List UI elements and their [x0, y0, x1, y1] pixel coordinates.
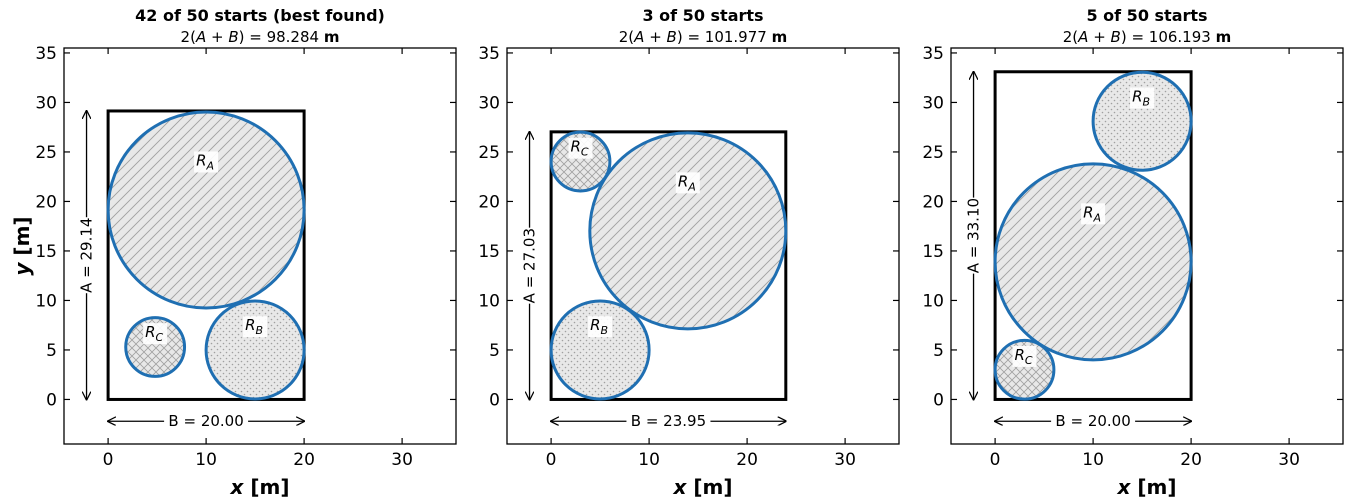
y-tick-label: 10 [922, 291, 944, 311]
chart-subtitle: 2(A + B) = 106.193 m [1063, 28, 1231, 46]
chart-subtitle: 2(A + B) = 101.977 m [619, 28, 787, 46]
axes-frame [63, 47, 457, 445]
y-tick-label: 5 [489, 341, 500, 361]
dimension-label-a: A = 29.14 [78, 218, 96, 293]
y-tick-label: 15 [35, 242, 57, 262]
x-tick-label: 10 [195, 450, 217, 470]
circle-c [549, 130, 612, 193]
x-tick-label: 10 [638, 450, 660, 470]
axes-frame [950, 47, 1344, 445]
x-axis-label: x [m] [673, 475, 733, 499]
circle-label-bg [194, 151, 219, 173]
circle-label-a: RA [196, 151, 214, 172]
panel-5-of-50: 5 of 50 starts 2(A + B) = 106.193 m RA RB RC… [922, 6, 1344, 499]
circle-label-bg [1081, 203, 1106, 225]
chart-title: 3 of 50 starts [642, 6, 763, 25]
panel-best-found: 42 of 50 starts (best found) 2(A + B) = 9… [10, 6, 457, 499]
x-axis-label: x [m] [230, 475, 290, 499]
dimension-label-bg [164, 412, 249, 431]
dimension-label-b: B = 23.95 [631, 412, 706, 430]
y-tick-label: 30 [478, 93, 500, 113]
y-tick-label: 0 [933, 390, 944, 410]
plot-rectangle [549, 130, 788, 401]
x-tick-label: 20 [1180, 450, 1202, 470]
circle-label-b: RB [1132, 88, 1150, 109]
chart-subtitle: 2(A + B) = 98.284 m [181, 28, 340, 46]
dimension-label-bg [964, 197, 983, 274]
circle-label-c: RC [570, 138, 588, 159]
circle-label-bg [143, 323, 168, 345]
dimension-label-a: A = 33.10 [965, 198, 983, 273]
x-tick-label: 20 [293, 450, 315, 470]
circle-c [124, 316, 187, 378]
circle-label-a: RA [678, 172, 696, 193]
dimension-label-bg [520, 227, 539, 304]
dimension-label-b: B = 20.00 [168, 412, 243, 430]
circle-label-b: RB [590, 316, 608, 337]
circle-label-bg [675, 172, 700, 194]
y-tick-label: 30 [35, 93, 57, 113]
y-tick-label: 25 [35, 143, 57, 163]
chart-title: 5 of 50 starts [1086, 6, 1207, 25]
circle-b [204, 299, 306, 401]
y-tick-label: 35 [478, 44, 500, 64]
y-tick-label: 20 [35, 192, 57, 212]
x-tick-label: 30 [834, 450, 856, 470]
y-tick-label: 15 [922, 242, 944, 262]
circle-label-c: RC [1014, 346, 1032, 367]
x-tick-label: 0 [103, 450, 114, 470]
circle-b [549, 299, 651, 401]
y-tick-label: 10 [35, 291, 57, 311]
x-tick-label: 10 [1082, 450, 1104, 470]
x-tick-label: 30 [391, 450, 413, 470]
circle-b [1091, 70, 1193, 172]
circle-label-bg [568, 137, 593, 159]
circle-label-bg [1130, 87, 1155, 109]
x-tick-label: 30 [1278, 450, 1300, 470]
y-tick-label: 20 [478, 192, 500, 212]
y-tick-label: 5 [933, 341, 944, 361]
x-axis-label: x [m] [1117, 475, 1177, 499]
y-tick-label: 0 [46, 390, 57, 410]
y-tick-label: 10 [478, 291, 500, 311]
y-tick-label: 20 [922, 192, 944, 212]
circle-label-a: RA [1083, 203, 1101, 224]
dimension-label-b: B = 20.00 [1055, 412, 1130, 430]
dimension-label-bg [77, 217, 96, 294]
circle-label-bg [243, 316, 268, 338]
circle-label-b: RB [245, 316, 263, 337]
y-tick-label: 0 [489, 390, 500, 410]
circle-label-bg [1012, 345, 1037, 367]
y-tick-label: 25 [478, 143, 500, 163]
circle-a [106, 110, 306, 310]
circle-a [588, 131, 788, 331]
y-tick-label: 25 [922, 143, 944, 163]
y-tick-label: 35 [922, 44, 944, 64]
plot-rectangle [993, 70, 1193, 401]
y-tick-label: 5 [46, 341, 57, 361]
y-tick-label: 35 [35, 44, 57, 64]
circle-label-c: RC [145, 323, 163, 344]
y-tick-label: 15 [478, 242, 500, 262]
chart-title: 42 of 50 starts (best found) [135, 6, 385, 25]
dimension-label-a: A = 27.03 [521, 228, 539, 303]
y-axis-label: y [m] [10, 216, 34, 275]
circle-label-bg [588, 316, 613, 338]
circle-a [993, 162, 1193, 362]
dimension-label-bg [626, 412, 711, 431]
dimension-label-bg [1051, 412, 1136, 431]
x-tick-label: 20 [736, 450, 758, 470]
x-tick-label: 0 [990, 450, 1001, 470]
y-tick-label: 30 [922, 93, 944, 113]
circle-c [993, 338, 1056, 401]
x-tick-label: 0 [546, 450, 557, 470]
panel-3-of-50: 3 of 50 starts 2(A + B) = 101.977 m RA RB RC… [478, 6, 900, 499]
axes-frame [506, 47, 900, 445]
